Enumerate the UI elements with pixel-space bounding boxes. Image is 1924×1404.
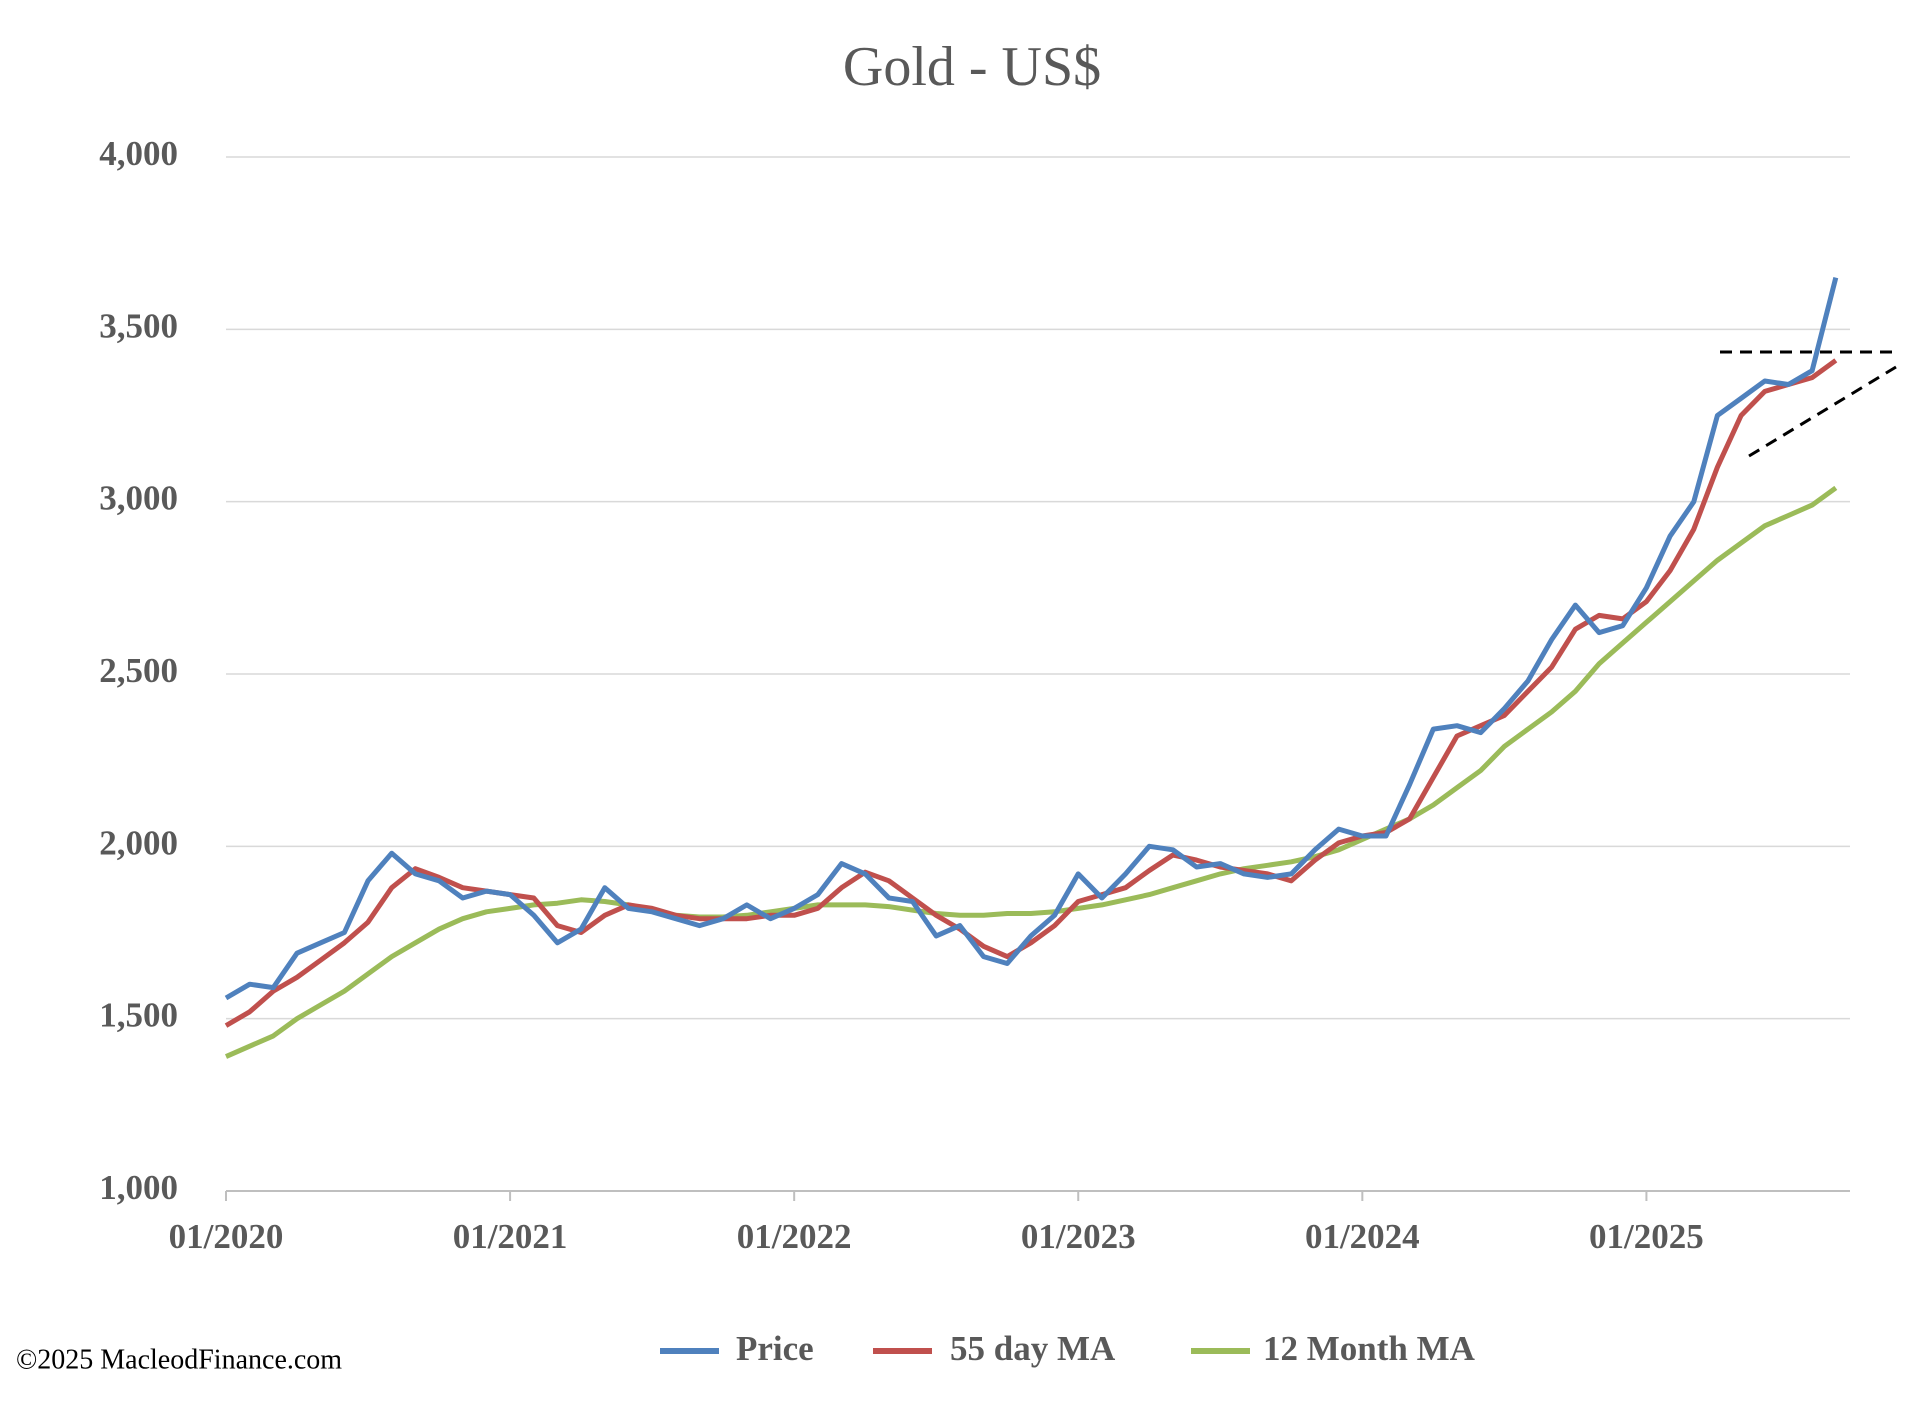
x-tick-label: 01/2020	[169, 1217, 284, 1256]
y-tick-label: 3,000	[99, 479, 178, 518]
x-tick-label: 01/2023	[1021, 1217, 1136, 1256]
legend-label: Price	[736, 1329, 814, 1368]
x-tick-label: 01/2021	[453, 1217, 568, 1256]
y-tick-label: 3,500	[99, 306, 178, 345]
legend-label: 12 Month MA	[1263, 1329, 1476, 1368]
plot-area: 1,000 1,500 2,000 2,500 3,000 3,500 4,000 01/20…	[99, 134, 1850, 1256]
y-tick-label: 1,500	[99, 996, 178, 1035]
y-tick-label: 2,000	[99, 823, 178, 862]
legend-label: 55 day MA	[950, 1329, 1116, 1368]
footnote: ©2025 MacleodFinance.com	[16, 1344, 342, 1375]
x-tick-label: 01/2024	[1305, 1217, 1420, 1256]
chart-title: Gold - US$	[843, 36, 1101, 98]
series-line	[224, 358, 1838, 1028]
y-tick-label: 1,000	[99, 1168, 178, 1207]
x-tick-label: 01/2025	[1589, 1217, 1704, 1256]
series-line	[224, 276, 1839, 1001]
y-tick-label: 2,500	[99, 651, 178, 690]
series-line	[224, 485, 1838, 1059]
x-tick-label: 01/2022	[737, 1217, 852, 1256]
support-line	[1748, 365, 1897, 458]
y-tick-label: 4,000	[99, 134, 178, 173]
